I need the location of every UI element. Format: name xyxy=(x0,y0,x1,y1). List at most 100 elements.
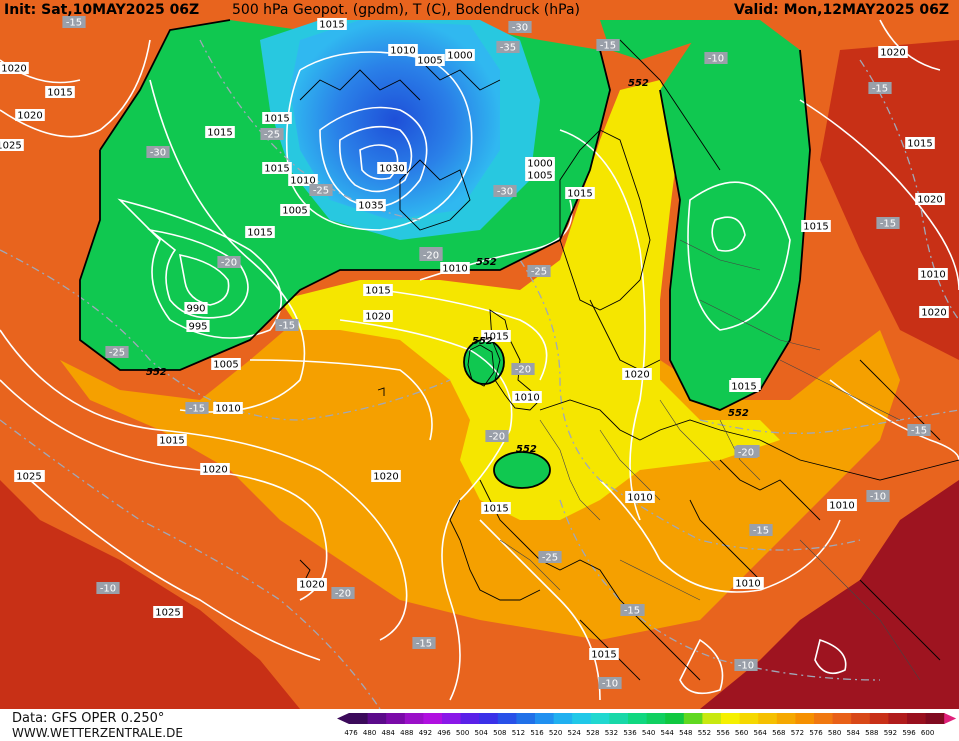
temperature-label: -10 xyxy=(866,490,890,503)
pressure-label-bg xyxy=(184,302,208,314)
temperature-label-bg xyxy=(62,16,86,28)
field-darkred-southwest xyxy=(0,480,300,709)
pressure-label: 1020 xyxy=(919,306,949,319)
pressure-label-bg xyxy=(14,470,44,482)
legend-swatch xyxy=(776,713,796,724)
legend-tick-label: 528 xyxy=(586,729,599,737)
pressure-label-bg xyxy=(153,606,183,618)
temperature-label: -10 xyxy=(704,52,728,65)
pressure-label: 1015 xyxy=(317,18,347,31)
legend-swatch xyxy=(423,713,443,724)
pressure-label-text: 1000 xyxy=(447,51,472,62)
pressure-label-bg xyxy=(525,157,555,169)
legend-swatch xyxy=(907,713,927,724)
pressure-label-bg xyxy=(440,262,470,274)
legend-tick-label: 504 xyxy=(475,729,489,737)
temperature-label: -20 xyxy=(734,446,758,459)
temperature-label-text: -25 xyxy=(531,267,547,278)
pressure-label-text: 1025 xyxy=(0,141,22,152)
legend-swatch xyxy=(609,713,629,724)
legend-swatch xyxy=(628,713,648,724)
temperature-label: -25 xyxy=(527,265,551,278)
temperature-label: -15 xyxy=(868,82,892,95)
temperature-label-bg xyxy=(96,582,120,594)
pressure-label-bg xyxy=(733,577,763,589)
temperature-label-text: -15 xyxy=(416,639,432,650)
pressure-label: 1015 xyxy=(565,187,595,200)
pressure-label-text: 995 xyxy=(188,322,207,333)
legend-tick-label: 596 xyxy=(902,729,916,737)
temperature-label-bg xyxy=(331,587,355,599)
pressure-label: 1015 xyxy=(262,162,292,175)
pressure-label-text: 1035 xyxy=(358,201,383,212)
borders xyxy=(499,239,921,681)
pressure-label-bg xyxy=(356,199,386,211)
pressure-label-text: 1020 xyxy=(624,370,649,381)
pressure-label-bg xyxy=(45,86,75,98)
temperature-label-bg xyxy=(704,52,728,64)
temperature-label-bg xyxy=(217,256,241,268)
legend-tick-label: 508 xyxy=(493,729,506,737)
pressure-label-text: 1020 xyxy=(917,195,942,206)
legend-swatch xyxy=(869,713,889,724)
legend-tick-label: 560 xyxy=(735,729,748,737)
pressure-label-text: 1010 xyxy=(829,501,854,512)
temperature-label-bg xyxy=(868,82,892,94)
legend-swatch xyxy=(739,713,759,724)
pressure-label: 1015 xyxy=(729,380,759,393)
pressure-label-text: 1015 xyxy=(207,128,232,139)
pressure-label-bg xyxy=(371,470,401,482)
temperature-label-text: -25 xyxy=(542,553,558,564)
pressure-label-bg xyxy=(481,502,511,514)
pressure-label: 1025 xyxy=(14,470,44,483)
pressure-label-bg xyxy=(205,126,235,138)
pressure-label: 1020 xyxy=(915,193,945,206)
temperature-label-text: -20 xyxy=(738,448,754,459)
pressure-label-bg xyxy=(157,434,187,446)
temperature-label: -30 xyxy=(146,146,170,159)
pressure-label-text: 1015 xyxy=(159,436,184,447)
legend-arrow-high xyxy=(944,713,957,724)
temperature-label: -15 xyxy=(907,424,931,437)
legend-swatch xyxy=(404,713,424,724)
pressure-label-bg xyxy=(905,137,935,149)
legend-tick-label: 544 xyxy=(661,729,675,737)
pressure-label-bg xyxy=(915,193,945,205)
pressure-label-text: 1010 xyxy=(290,176,315,187)
geopotential-label: 552 xyxy=(146,367,167,378)
pressure-label: 1025 xyxy=(153,606,183,619)
temperature-label-bg xyxy=(419,249,443,261)
pressure-label-bg xyxy=(262,162,292,174)
pressure-label: 1005 xyxy=(415,54,445,67)
legend-tick-label: 576 xyxy=(809,729,823,737)
temperature-label-text: -10 xyxy=(708,54,724,65)
temperature-label-text: -35 xyxy=(500,43,516,54)
temperature-label: -30 xyxy=(508,21,532,34)
pressure-label: 1020 xyxy=(878,46,908,59)
map-title: 500 hPa Geopot. (gpdm), T (C), Bodendruc… xyxy=(232,2,580,18)
legend-swatch xyxy=(721,713,741,724)
pressure-label-text: 1020 xyxy=(17,111,42,122)
pressure-label-text: 1015 xyxy=(803,222,828,233)
pressure-label-text: 1015 xyxy=(483,504,508,515)
pressure-label-text: 1005 xyxy=(527,171,552,182)
pressure-label-text: 990 xyxy=(186,304,205,315)
pressure-label-text: 1010 xyxy=(735,579,760,590)
temperature-label-text: -10 xyxy=(602,679,618,690)
legend-tick-label: 580 xyxy=(828,729,841,737)
pressure-label-bg xyxy=(245,226,275,238)
temperature-label-text: -15 xyxy=(872,84,888,95)
pressure-label-text: 1030 xyxy=(379,164,404,175)
temperature-label-text: -30 xyxy=(497,187,513,198)
pressure-label: 1015 xyxy=(45,86,75,99)
legend-swatch xyxy=(795,713,815,724)
pressure-label: 1030 xyxy=(377,162,407,175)
legend-swatch xyxy=(535,713,555,724)
pressure-label-text: 1010 xyxy=(390,46,415,57)
pressure-label-bg xyxy=(878,46,908,58)
legend-tick-label: 496 xyxy=(437,729,451,737)
temperature-label-bg xyxy=(185,402,209,414)
pressure-label-bg xyxy=(525,169,555,181)
temperature-label-text: -15 xyxy=(600,41,616,52)
